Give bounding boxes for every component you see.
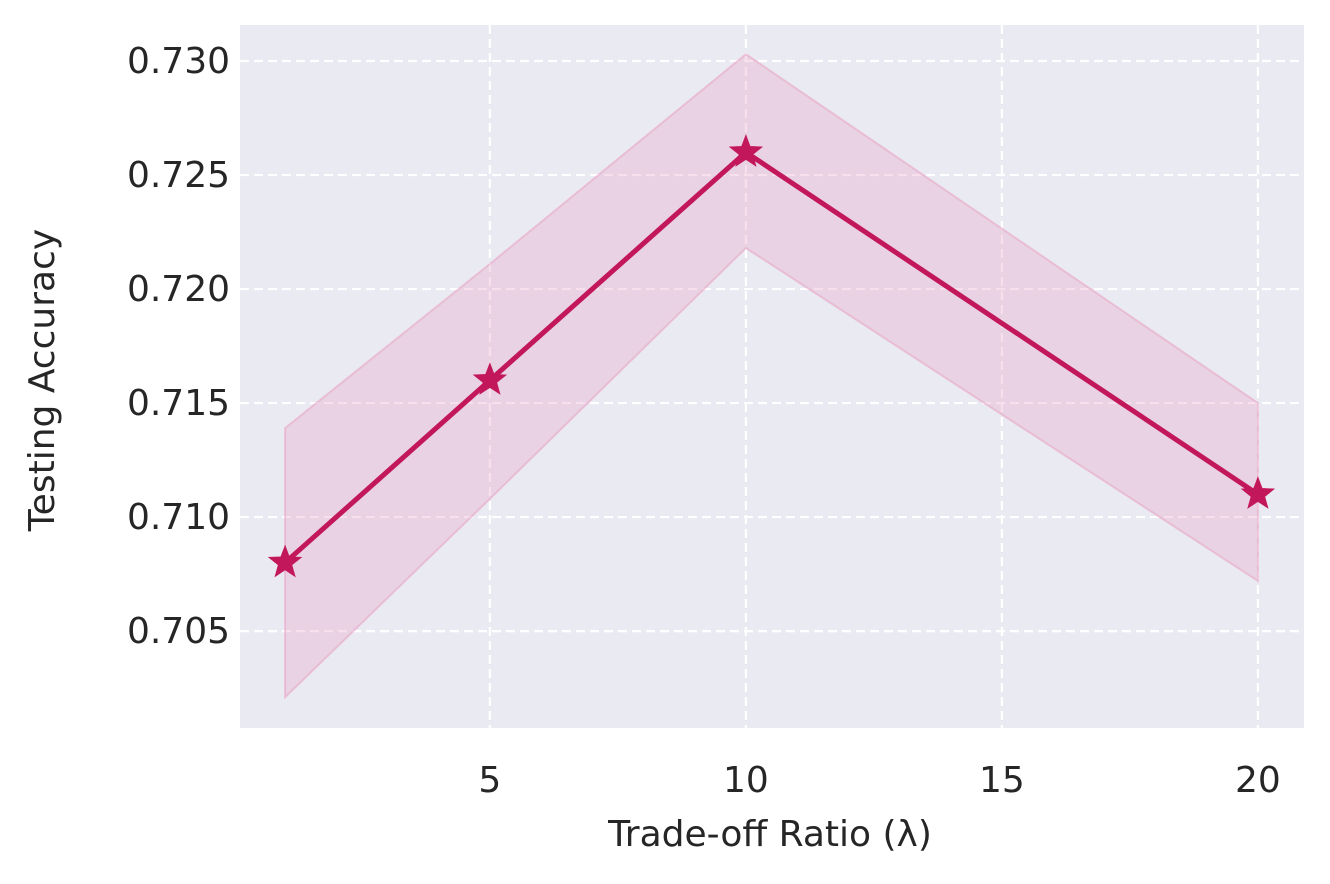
y-tick-label: 0.710 bbox=[127, 497, 230, 538]
x-tick-label: 15 bbox=[979, 760, 1025, 801]
marker bbox=[472, 362, 508, 395]
x-tick-label: 5 bbox=[478, 760, 501, 801]
x-tick-label: 20 bbox=[1235, 760, 1281, 801]
y-tick-label: 0.715 bbox=[127, 383, 230, 424]
marker bbox=[728, 134, 764, 167]
y-axis-label: Testing Accuracy bbox=[22, 229, 63, 532]
plot-area bbox=[240, 25, 1304, 728]
y-tick-label: 0.705 bbox=[127, 611, 230, 652]
marker bbox=[1240, 476, 1276, 509]
y-tick-label: 0.730 bbox=[127, 41, 230, 82]
y-tick-label: 0.720 bbox=[127, 269, 230, 310]
y-tick-label: 0.725 bbox=[127, 155, 230, 196]
x-tick-label: 10 bbox=[723, 760, 769, 801]
line bbox=[283, 149, 1260, 565]
x-axis-label: Trade-off Ratio (λ) bbox=[607, 814, 932, 855]
marker bbox=[267, 544, 303, 578]
